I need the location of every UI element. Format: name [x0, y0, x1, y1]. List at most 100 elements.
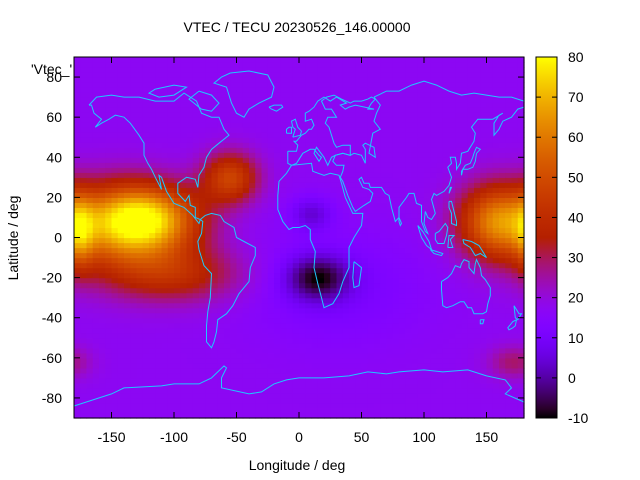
heatmap-cell: [411, 82, 419, 88]
heatmap-cell: [355, 192, 363, 198]
heatmap-cell: [124, 367, 131, 374]
heatmap-cell: [242, 227, 250, 234]
heatmap-cell: [286, 172, 294, 178]
heatmap-cell: [336, 127, 344, 133]
heatmap-cell: [280, 387, 288, 394]
heatmap-cell: [311, 307, 319, 314]
heatmap-cell: [167, 117, 175, 123]
heatmap-cell: [292, 402, 300, 409]
heatmap-cell: [424, 317, 431, 324]
heatmap-cell: [455, 167, 463, 173]
heatmap-cell: [436, 367, 444, 374]
heatmap-cell: [499, 102, 506, 108]
heatmap-cell: [174, 102, 181, 108]
heatmap-cell: [180, 57, 188, 63]
heatmap-cell: [342, 227, 350, 234]
heatmap-cell: [461, 67, 469, 73]
heatmap-cell: [292, 197, 300, 203]
heatmap-cell: [374, 307, 381, 314]
heatmap-cell: [155, 252, 163, 259]
heatmap-cell: [249, 192, 256, 198]
heatmap-cell: [186, 252, 194, 259]
heatmap-cell: [199, 132, 206, 138]
heatmap-cell: [255, 152, 263, 158]
heatmap-cell: [242, 132, 250, 138]
heatmap-cell: [86, 162, 94, 168]
heatmap-cell: [499, 157, 506, 163]
heatmap-cell: [224, 187, 231, 193]
heatmap-cell: [386, 317, 394, 324]
heatmap-cell: [261, 347, 269, 354]
heatmap-cell: [336, 292, 344, 299]
heatmap-cell: [317, 287, 325, 294]
heatmap-cell: [74, 197, 81, 203]
heatmap-cell: [499, 237, 506, 244]
heatmap-cell: [311, 317, 319, 324]
heatmap-cell: [136, 57, 144, 63]
heatmap-cell: [499, 392, 506, 399]
heatmap-cell: [136, 302, 144, 309]
heatmap-cell: [417, 282, 425, 289]
heatmap-cell: [280, 327, 288, 334]
heatmap-cell: [261, 232, 269, 239]
heatmap-cell: [111, 337, 119, 344]
heatmap-cell: [142, 267, 150, 274]
heatmap-cell: [111, 362, 119, 369]
heatmap-cell: [305, 307, 313, 314]
heatmap-cell: [499, 122, 506, 128]
heatmap-cell: [192, 202, 200, 209]
heatmap-cell: [430, 167, 438, 173]
heatmap-cell: [86, 367, 94, 374]
heatmap-cell: [149, 122, 156, 128]
heatmap-cell: [317, 202, 325, 209]
heatmap-cell: [442, 287, 450, 294]
heatmap-cell: [349, 307, 356, 314]
heatmap-cell: [355, 122, 363, 128]
heatmap-cell: [124, 172, 131, 178]
heatmap-cell: [392, 342, 400, 349]
heatmap-cell: [267, 387, 275, 394]
heatmap-cell: [317, 327, 325, 334]
heatmap-cell: [349, 397, 356, 404]
heatmap-cell: [367, 302, 375, 309]
heatmap-cell: [161, 187, 169, 193]
heatmap-cell: [105, 312, 113, 319]
heatmap-cell: [267, 257, 275, 264]
heatmap-cell: [330, 397, 338, 404]
heatmap-cell: [324, 222, 331, 229]
heatmap-cell: [417, 137, 425, 143]
heatmap-cell: [442, 332, 450, 339]
heatmap-cell: [111, 382, 119, 389]
heatmap-cell: [205, 252, 213, 259]
heatmap-cell: [205, 262, 213, 269]
heatmap-cell: [424, 222, 431, 229]
heatmap-cell: [405, 257, 413, 264]
heatmap-cell: [255, 267, 263, 274]
heatmap-cell: [305, 297, 313, 304]
heatmap-cell: [461, 372, 469, 379]
heatmap-cell: [449, 92, 456, 98]
heatmap-cell: [174, 217, 181, 224]
heatmap-cell: [224, 177, 231, 183]
heatmap-cell: [86, 272, 94, 279]
heatmap-cell: [199, 177, 206, 183]
heatmap-cell: [449, 247, 456, 254]
heatmap-cell: [486, 267, 494, 274]
heatmap-cell: [267, 167, 275, 173]
heatmap-cell: [455, 222, 463, 229]
heatmap-cell: [142, 212, 150, 219]
heatmap-cell: [99, 292, 106, 299]
heatmap-cell: [124, 217, 131, 224]
heatmap-cell: [224, 142, 231, 148]
heatmap-cell: [449, 327, 456, 334]
heatmap-cell: [386, 272, 394, 279]
heatmap-cell: [86, 112, 94, 118]
heatmap-cell: [124, 362, 131, 369]
heatmap-cell: [417, 242, 425, 249]
heatmap-cell: [105, 67, 113, 73]
heatmap-cell: [349, 407, 356, 414]
heatmap-cell: [92, 137, 100, 143]
heatmap-cell: [467, 372, 475, 379]
heatmap-cell: [380, 382, 388, 389]
heatmap-cell: [211, 212, 219, 219]
